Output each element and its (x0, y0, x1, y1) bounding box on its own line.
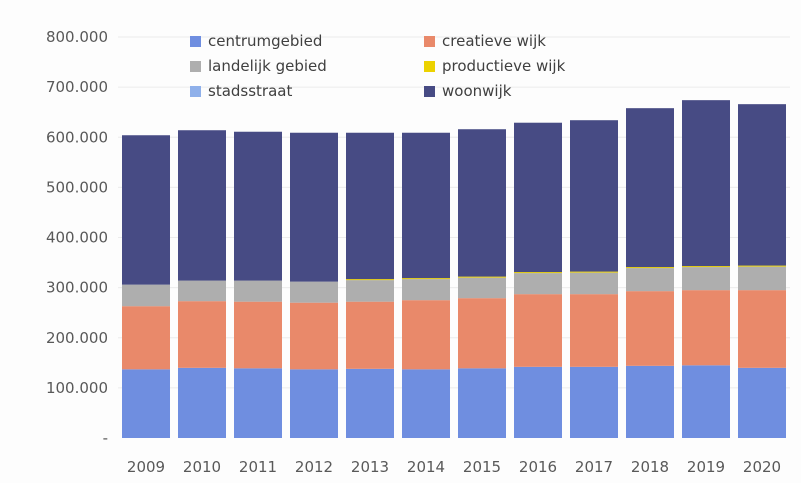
y-tick-label: 100.000 (46, 379, 108, 397)
bar-segment-centrumgebied (570, 366, 618, 438)
x-tick-label: 2014 (407, 458, 445, 476)
bar-segment-landelijk-gebied (458, 277, 506, 299)
x-tick-label: 2012 (295, 458, 333, 476)
x-tick-label: 2011 (239, 458, 277, 476)
bar-segment-woonwijk (738, 104, 786, 266)
bar-segment-productieve-wijk (682, 266, 730, 268)
bar-segment-creatieve-wijk (458, 298, 506, 369)
bar-segment-woonwijk (626, 108, 674, 268)
axis-layer: - 100.000 200.000 300.000 400.000 500.000 600.… (46, 28, 781, 476)
bar-segment-creatieve-wijk (682, 290, 730, 366)
bar-segment-productieve-wijk (626, 267, 674, 269)
y-tick-label: 800.000 (46, 28, 108, 46)
bar-segment-landelijk-gebied (290, 281, 338, 303)
legend-swatch (190, 61, 201, 72)
bar-segment-landelijk-gebied (514, 273, 562, 295)
y-tick-label: - (103, 429, 108, 447)
legend-swatch (424, 86, 435, 97)
bar-segment-creatieve-wijk (234, 301, 282, 369)
legend-swatch (424, 36, 435, 47)
x-tick-label: 2016 (519, 458, 557, 476)
y-tick-label: 300.000 (46, 279, 108, 297)
bar-segment-creatieve-wijk (514, 294, 562, 367)
bar-segment-landelijk-gebied (122, 284, 170, 307)
x-tick-label: 2019 (687, 458, 725, 476)
bar-segment-landelijk-gebied (738, 266, 786, 291)
bar-segment-centrumgebied (290, 369, 338, 438)
legend-swatch (190, 36, 201, 47)
bar-segment-woonwijk (346, 132, 394, 280)
bar-segment-centrumgebied (626, 365, 674, 438)
bar-segment-creatieve-wijk (122, 306, 170, 370)
bar-segment-woonwijk (570, 120, 618, 272)
x-tick-label: 2013 (351, 458, 389, 476)
bar-segment-centrumgebied (682, 365, 730, 438)
legend-swatch (424, 61, 435, 72)
bar-segment-centrumgebied (122, 369, 170, 438)
bar-segment-centrumgebied (514, 366, 562, 438)
x-tick-label: 2020 (743, 458, 781, 476)
legend-label: productieve wijk (442, 57, 566, 75)
bar-segment-landelijk-gebied (234, 280, 282, 302)
bar-segment-creatieve-wijk (626, 291, 674, 366)
bar-segment-productieve-wijk (402, 278, 450, 280)
y-tick-label: 700.000 (46, 78, 108, 96)
bar-segment-centrumgebied (234, 368, 282, 438)
bar-segment-creatieve-wijk (290, 302, 338, 370)
grid-layer (118, 36, 790, 389)
bar-segment-centrumgebied (738, 367, 786, 438)
bar-segment-woonwijk (178, 130, 226, 281)
bar-segment-creatieve-wijk (346, 301, 394, 369)
y-tick-label: 200.000 (46, 329, 108, 347)
legend-swatch (190, 86, 201, 97)
bar-segment-creatieve-wijk (402, 300, 450, 370)
bar-segment-landelijk-gebied (682, 267, 730, 291)
bar-segment-centrumgebied (178, 367, 226, 438)
legend: centrumgebied creatieve wijk landelijk geb… (190, 32, 566, 100)
x-tick-label: 2017 (575, 458, 613, 476)
legend-label: landelijk gebied (208, 57, 327, 75)
bar-segment-creatieve-wijk (178, 301, 226, 368)
legend-label: centrumgebied (208, 32, 322, 50)
bar-segment-landelijk-gebied (570, 272, 618, 295)
y-tick-label: 400.000 (46, 229, 108, 247)
x-tick-label: 2018 (631, 458, 669, 476)
bar-segment-woonwijk (682, 100, 730, 267)
bar-segment-landelijk-gebied (178, 280, 226, 302)
legend-label: woonwijk (442, 82, 512, 100)
bar-segment-landelijk-gebied (346, 280, 394, 302)
bar-segment-productieve-wijk (570, 271, 618, 273)
bars-layer (122, 100, 786, 438)
bar-segment-woonwijk (290, 132, 338, 282)
bar-segment-productieve-wijk (738, 265, 786, 267)
bar-segment-productieve-wijk (458, 276, 506, 278)
bar-segment-woonwijk (514, 122, 562, 273)
x-tick-label: 2015 (463, 458, 501, 476)
bar-segment-creatieve-wijk (738, 290, 786, 368)
bar-segment-productieve-wijk (346, 279, 394, 281)
bar-segment-centrumgebied (346, 368, 394, 438)
bar-segment-woonwijk (122, 135, 170, 285)
legend-label: stadsstraat (208, 82, 292, 100)
x-tick-label: 2009 (127, 458, 165, 476)
bar-segment-woonwijk (458, 129, 506, 277)
bar-segment-productieve-wijk (514, 272, 562, 274)
x-tick-label: 2010 (183, 458, 221, 476)
bar-segment-centrumgebied (402, 369, 450, 438)
bar-segment-woonwijk (234, 131, 282, 281)
y-tick-label: 500.000 (46, 178, 108, 196)
bar-segment-landelijk-gebied (626, 268, 674, 292)
bar-segment-landelijk-gebied (402, 279, 450, 301)
y-tick-label: 600.000 (46, 128, 108, 146)
legend-label: creatieve wijk (442, 32, 546, 50)
bar-segment-centrumgebied (458, 368, 506, 438)
bar-segment-woonwijk (402, 132, 450, 279)
bar-segment-creatieve-wijk (570, 294, 618, 367)
